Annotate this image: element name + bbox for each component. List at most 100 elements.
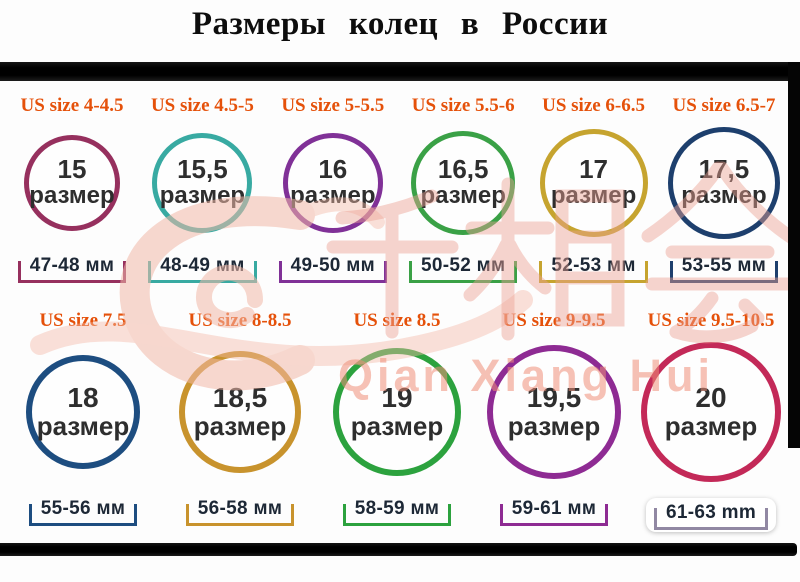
tick-right: [291, 504, 295, 526]
ru-size-word: размер: [420, 182, 506, 210]
divider-bar-top: [0, 62, 800, 81]
mm-range-label: 59-61 мм: [499, 498, 609, 526]
ru-size-number: 19,5: [526, 382, 582, 413]
ring-size-cell: US size 9.5-10.5 20 размер 61-63 mm: [636, 310, 786, 532]
ring-circle: 15,5 размер: [152, 133, 253, 233]
mm-range-label: 47-48 мм: [17, 255, 127, 283]
us-size-label: US size 7.5: [39, 310, 127, 331]
tick-left: [185, 504, 189, 526]
ru-size-number: 18,5: [212, 382, 268, 413]
ru-size-word: размер: [664, 411, 758, 442]
mm-range-label: 55-56 мм: [28, 498, 138, 526]
ru-size-number: 17: [579, 154, 609, 185]
ru-size-number: 19: [381, 382, 413, 413]
ring-size-cell: US size 8.5 19 размер 58-59 мм: [322, 310, 472, 532]
divider-bar-bottom: [0, 543, 797, 556]
tick-right: [253, 261, 257, 283]
tick-left: [17, 261, 21, 283]
ru-size-number: 20: [695, 382, 727, 413]
ru-size-number: 16,5: [437, 154, 489, 185]
ring-wrap: 17 размер: [539, 119, 648, 247]
ring-wrap: 19 размер: [333, 334, 461, 490]
us-size-label: US size 5-5.5: [281, 95, 385, 116]
ru-size-word: размер: [290, 182, 376, 210]
mm-value: 59-61 мм: [502, 498, 606, 526]
mm-value: 52-53 мм: [542, 255, 645, 283]
ru-size-word: размер: [36, 411, 130, 442]
ring-size-cell: US size 6-6.5 17 размер 52-53 мм: [532, 95, 656, 283]
ring-size-cell: US size 5-5.5 16 размер 49-50 мм: [271, 95, 395, 283]
mm-value: 56-58 мм: [188, 498, 292, 526]
tick-left: [28, 504, 32, 526]
mm-range-label: 53-55 мм: [669, 255, 779, 283]
ru-size-word: размер: [350, 411, 444, 442]
mm-range-label: 50-52 мм: [408, 255, 518, 283]
tick-left: [669, 261, 673, 283]
ring-wrap: 16 размер: [282, 119, 383, 247]
us-size-label: US size 6-6.5: [542, 95, 646, 116]
ring-size-cell: US size 9-9.5 19,5 размер 59-61 мм: [479, 310, 629, 532]
mm-range-label: 56-58 мм: [185, 498, 295, 526]
ru-size-word: размер: [681, 182, 767, 210]
ring-circle: 15 размер: [24, 135, 120, 231]
page-title: Размеры колец в России: [191, 6, 609, 42]
tick-right: [123, 261, 127, 283]
divider-bar-right: [788, 62, 800, 448]
mm-range-label: 48-49 мм: [148, 255, 257, 283]
us-size-label: US size 8-8.5: [188, 310, 292, 331]
ring-wrap: 19,5 размер: [487, 334, 621, 490]
mm-value: 55-56 мм: [31, 498, 135, 526]
ru-size-word: размер: [193, 411, 287, 442]
ring-circle: 17 размер: [539, 129, 648, 237]
tick-left: [342, 504, 346, 526]
ring-circle: 20 размер: [641, 342, 781, 482]
tick-left: [408, 261, 412, 283]
ru-size-number: 15: [57, 154, 87, 185]
mm-value: 58-59 мм: [345, 498, 449, 526]
size-row-2: US size 7.5 18 размер 55-56 мм US size 8…: [8, 310, 786, 532]
tick-right: [775, 261, 779, 283]
ru-size-word: размер: [29, 182, 115, 210]
ring-size-cell: US size 6.5-7 17,5 размер 53-55 мм: [662, 95, 786, 283]
ru-size-number: 17,5: [698, 154, 750, 185]
ring-wrap: 16,5 размер: [411, 119, 516, 247]
ring-size-cell: US size 7.5 18 размер 55-56 мм: [8, 310, 158, 532]
tick-left: [499, 504, 503, 526]
tick-right: [765, 508, 769, 530]
ring-circle: 19,5 размер: [487, 345, 621, 479]
us-size-label: US size 8.5: [353, 310, 441, 331]
mm-range-label: 58-59 мм: [342, 498, 452, 526]
ring-size-cell: US size 5.5-6 16,5 размер 50-52 мм: [401, 95, 525, 283]
us-size-label: US size 4-4.5: [20, 95, 124, 116]
tick-right: [605, 504, 609, 526]
ring-circle: 17,5 размер: [667, 127, 780, 239]
ring-size-cell: US size 8-8.5 18,5 размер 56-58 мм: [165, 310, 315, 532]
ring-circle: 18,5 размер: [179, 351, 301, 473]
us-size-label: US size 5.5-6: [411, 95, 515, 116]
size-row-1: US size 4-4.5 15 размер 47-48 мм US size…: [10, 95, 786, 283]
ru-size-number: 16: [318, 154, 348, 185]
ring-size-cell: US size 4-4.5 15 размер 47-48 мм: [10, 95, 134, 283]
tick-right: [448, 504, 452, 526]
ru-size-word: размер: [550, 182, 637, 210]
tick-right: [383, 261, 387, 283]
us-size-label: US size 9-9.5: [502, 310, 606, 331]
mm-value: 50-52 мм: [411, 255, 515, 283]
ring-wrap: 20 размер: [641, 334, 781, 490]
us-size-label: US size 9.5-10.5: [647, 310, 775, 331]
us-size-label: US size 4.5-5: [150, 95, 254, 116]
ru-size-number: 15,5: [177, 154, 228, 185]
ring-circle: 19 размер: [333, 348, 461, 476]
mm-value: 53-55 мм: [672, 255, 776, 283]
ru-size-number: 18: [67, 382, 99, 413]
mm-value: 49-50 мм: [281, 255, 384, 283]
mm-value: 61-63 mm: [656, 502, 766, 530]
ring-circle: 18 размер: [26, 355, 140, 469]
tick-right: [134, 504, 138, 526]
ring-circle: 16 размер: [282, 133, 383, 233]
mm-range-label: 49-50 мм: [278, 255, 387, 283]
mm-range-label: 52-53 мм: [539, 255, 648, 283]
mm-value: 48-49 мм: [151, 255, 254, 283]
mm-value: 47-48 мм: [20, 255, 124, 283]
